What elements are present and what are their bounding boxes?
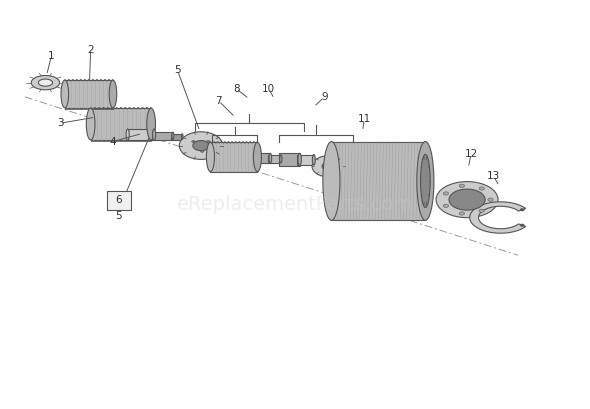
Bar [255, 153, 270, 163]
Ellipse shape [323, 142, 340, 220]
Bar [211, 142, 257, 172]
Text: eReplacementParts.com: eReplacementParts.com [177, 195, 413, 214]
Bar [268, 155, 281, 163]
Ellipse shape [298, 153, 301, 166]
Ellipse shape [421, 154, 430, 207]
Ellipse shape [152, 129, 156, 140]
Ellipse shape [269, 153, 271, 163]
Bar [332, 142, 425, 220]
Ellipse shape [126, 129, 129, 140]
Ellipse shape [459, 212, 464, 215]
Ellipse shape [479, 209, 484, 212]
Ellipse shape [206, 141, 210, 143]
Ellipse shape [443, 192, 448, 195]
Text: 5: 5 [174, 65, 181, 75]
Ellipse shape [479, 187, 484, 190]
Ellipse shape [443, 204, 448, 207]
Ellipse shape [109, 80, 117, 108]
Text: 3: 3 [57, 118, 63, 128]
Text: 12: 12 [464, 149, 478, 159]
Ellipse shape [206, 142, 214, 172]
Text: 5: 5 [116, 211, 122, 221]
Text: 7: 7 [215, 96, 222, 106]
Ellipse shape [253, 142, 261, 172]
Ellipse shape [520, 209, 525, 211]
Ellipse shape [182, 134, 183, 139]
Ellipse shape [488, 198, 493, 201]
Ellipse shape [61, 80, 68, 108]
Text: 13: 13 [487, 171, 500, 181]
Ellipse shape [193, 141, 209, 151]
Ellipse shape [31, 76, 60, 90]
Ellipse shape [417, 142, 434, 220]
Ellipse shape [322, 162, 335, 171]
Text: 9: 9 [321, 92, 327, 102]
Bar [65, 80, 113, 108]
Ellipse shape [147, 108, 156, 140]
Ellipse shape [280, 155, 282, 163]
Ellipse shape [312, 156, 345, 177]
Text: 8: 8 [233, 84, 240, 94]
Text: 4: 4 [110, 137, 116, 146]
Bar [278, 153, 300, 166]
Ellipse shape [192, 141, 195, 143]
Ellipse shape [312, 155, 315, 165]
Ellipse shape [449, 189, 485, 210]
Polygon shape [470, 202, 526, 233]
Ellipse shape [38, 79, 53, 86]
Bar [91, 108, 151, 140]
Bar [171, 134, 182, 139]
Text: 10: 10 [262, 84, 275, 94]
Ellipse shape [436, 182, 498, 218]
Ellipse shape [179, 132, 223, 160]
Ellipse shape [520, 224, 525, 227]
Text: 6: 6 [116, 196, 122, 205]
Text: 1: 1 [48, 51, 55, 61]
Ellipse shape [86, 108, 95, 140]
Ellipse shape [172, 132, 174, 139]
Bar [297, 155, 314, 165]
FancyBboxPatch shape [107, 191, 131, 210]
Text: 11: 11 [358, 114, 371, 124]
Ellipse shape [201, 150, 204, 152]
Bar [152, 132, 173, 139]
Text: 2: 2 [87, 45, 94, 55]
Bar [127, 129, 154, 140]
Ellipse shape [459, 184, 464, 187]
